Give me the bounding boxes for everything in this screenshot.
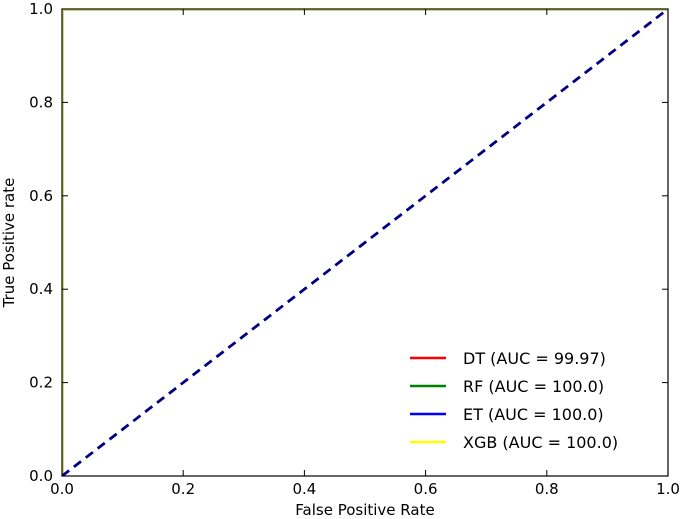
y-axis-label: True Positive rate (0, 178, 18, 309)
y-tick-label: 1.0 (29, 0, 53, 18)
x-axis: 0.0 0.2 0.4 0.6 0.8 1.0 (50, 9, 680, 498)
x-tick-label: 0.2 (171, 480, 195, 498)
x-axis-label: False Positive Rate (295, 501, 434, 519)
legend-label: XGB (AUC = 100.0) (463, 433, 618, 452)
y-tick-label: 0.8 (29, 93, 53, 111)
x-tick-label: 0.8 (535, 480, 559, 498)
axes-frame (61, 8, 669, 477)
x-tick-label: 0.0 (50, 480, 74, 498)
y-tick-label: 0.4 (29, 280, 53, 298)
legend-label: ET (AUC = 100.0) (463, 405, 604, 424)
y-tick-label: 0.6 (29, 187, 53, 205)
reference-diagonal-line (62, 9, 668, 476)
legend: DT (AUC = 99.97) RF (AUC = 100.0) ET (AUC … (410, 349, 618, 452)
y-tick-label: 0.2 (29, 374, 53, 392)
y-axis: 0.0 0.2 0.4 0.6 0.8 1.0 (29, 0, 668, 485)
x-tick-label: 0.6 (414, 480, 438, 498)
legend-label: DT (AUC = 99.97) (463, 349, 606, 368)
x-tick-label: 1.0 (656, 480, 680, 498)
y-tick-label: 0.0 (29, 467, 53, 485)
legend-label: RF (AUC = 100.0) (463, 377, 604, 396)
x-tick-label: 0.4 (292, 480, 316, 498)
